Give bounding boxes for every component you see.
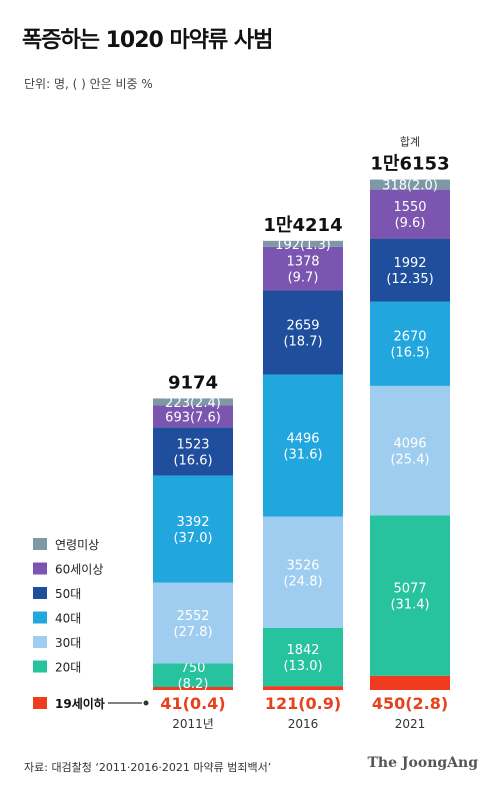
data-label-20대-2021-2: (31.4) <box>390 598 429 613</box>
legend-swatch-연령미상 <box>33 538 47 550</box>
data-label-50대-2011년-1: 1523 <box>176 437 209 452</box>
bar-30대-2021 <box>370 385 450 516</box>
bar-50대-2016 <box>263 290 343 375</box>
data-label-20대-2021-1: 5077 <box>393 582 426 597</box>
data-label-50대-2021-2: (12.35) <box>386 272 433 287</box>
bar-60세이상-2016 <box>263 246 343 291</box>
data-label-50대-2016-2: (18.7) <box>283 334 322 349</box>
unit-note: 단위: 명, ( ) 안은 비중 % <box>24 77 153 91</box>
data-label-30대-2021-1: 4096 <box>393 437 426 452</box>
bar-50대-2021 <box>370 238 450 302</box>
chart-title: 폭증하는 1020 마약류 사범 <box>22 28 273 53</box>
source-note: 자료: 대검찰청 ‘2011·2016·2021 마약류 범죄백서’ <box>24 761 272 774</box>
data-label-19세이하-2021: 450(2.8) <box>372 694 448 713</box>
x-tick-2021: 2021 <box>395 717 426 731</box>
data-label-30대-2021-2: (25.4) <box>390 453 429 468</box>
bar-40대-2011년 <box>153 475 233 583</box>
data-label-30대-2016-1: 3526 <box>286 558 319 573</box>
brand-logo: The JoongAng <box>367 755 478 771</box>
data-label-60세이상-2016-1: 1378 <box>286 255 319 270</box>
total-label-2011년: 9174 <box>168 372 218 393</box>
data-label-20대-2011년-2: (8.2) <box>178 677 209 692</box>
bar-40대-2016 <box>263 374 343 517</box>
x-tick-2016: 2016 <box>288 717 319 731</box>
bar-19세이하-2021 <box>370 675 450 690</box>
data-label-60세이상-2011년: 693(7.6) <box>165 410 221 425</box>
data-label-30대-2011년-1: 2552 <box>176 609 209 624</box>
data-label-40대-2011년-1: 3392 <box>176 515 209 530</box>
data-label-50대-2011년-2: (16.6) <box>173 453 212 468</box>
bar-연령미상-2016 <box>263 240 343 247</box>
legend-swatch-19세이하 <box>33 697 47 709</box>
data-label-60세이상-2021-1: 1550 <box>393 200 426 215</box>
data-label-20대-2016-1: 1842 <box>286 643 319 658</box>
bar-연령미상-2011년 <box>153 398 233 406</box>
data-label-50대-2016-1: 2659 <box>286 318 319 333</box>
total-label-2016: 1만4214 <box>263 215 342 236</box>
bar-60세이상-2021 <box>370 189 450 239</box>
data-label-50대-2021-1: 1992 <box>393 256 426 271</box>
legend-label-40대: 40대 <box>55 612 81 626</box>
legend-swatch-30대 <box>33 636 47 648</box>
data-label-40대-2021-2: (16.5) <box>390 346 429 361</box>
legend-label-60세이상: 60세이상 <box>55 563 103 577</box>
data-label-연령미상-2021: 318(2.0) <box>382 179 438 194</box>
bar-20대-2011년 <box>153 663 233 687</box>
data-label-19세이하-2011년: 41(0.4) <box>160 694 225 713</box>
total-label-2021: 1만6153 <box>370 154 449 175</box>
bar-60세이상-2011년 <box>153 405 233 428</box>
legend-swatch-40대 <box>33 611 47 624</box>
data-label-40대-2011년-2: (37.0) <box>173 531 212 546</box>
legend-label-30대: 30대 <box>55 636 81 650</box>
bar-30대-2016 <box>263 516 343 628</box>
bar-40대-2021 <box>370 301 450 386</box>
data-label-60세이상-2016-2: (9.7) <box>288 271 319 286</box>
bar-19세이하-2011년 <box>153 687 233 690</box>
bar-20대-2016 <box>263 627 343 687</box>
bar-30대-2011년 <box>153 582 233 664</box>
bar-20대-2021 <box>370 515 450 676</box>
legend-swatch-50대 <box>33 587 47 599</box>
data-label-40대-2016-2: (31.6) <box>283 448 322 463</box>
data-label-연령미상-2011년: 223(2.4) <box>165 396 221 411</box>
bar-19세이하-2016 <box>263 686 343 690</box>
legend-label-20대: 20대 <box>55 661 81 675</box>
total-caption: 합계 <box>400 136 420 149</box>
data-label-19세이하-2016: 121(0.9) <box>265 694 341 713</box>
legend-pointer-dot <box>143 700 149 706</box>
data-label-30대-2011년-2: (27.8) <box>173 625 212 640</box>
x-tick-2011년: 2011년 <box>172 717 214 731</box>
legend-label-연령미상: 연령미상 <box>55 538 99 552</box>
legend-label-50대: 50대 <box>55 587 81 601</box>
data-label-30대-2016-2: (24.8) <box>283 574 322 589</box>
legend-swatch-60세이상 <box>33 562 47 575</box>
data-label-20대-2016-2: (13.0) <box>283 659 322 674</box>
data-label-연령미상-2016: 192(1.3) <box>275 238 331 253</box>
legend-swatch-20대 <box>33 660 47 673</box>
bar-50대-2011년 <box>153 427 233 476</box>
data-label-40대-2021-1: 2670 <box>393 330 426 345</box>
data-label-40대-2016-1: 4496 <box>286 432 319 447</box>
data-label-60세이상-2021-2: (9.6) <box>395 216 426 231</box>
data-label-20대-2011년-1: 750 <box>181 661 206 676</box>
stacked-bar-chart: 41(0.4)750(8.2)2552(27.8)3392(37.0)1523(… <box>33 136 450 731</box>
legend-label-19세이하: 19세이하 <box>55 696 105 711</box>
bar-연령미상-2021 <box>370 179 450 190</box>
